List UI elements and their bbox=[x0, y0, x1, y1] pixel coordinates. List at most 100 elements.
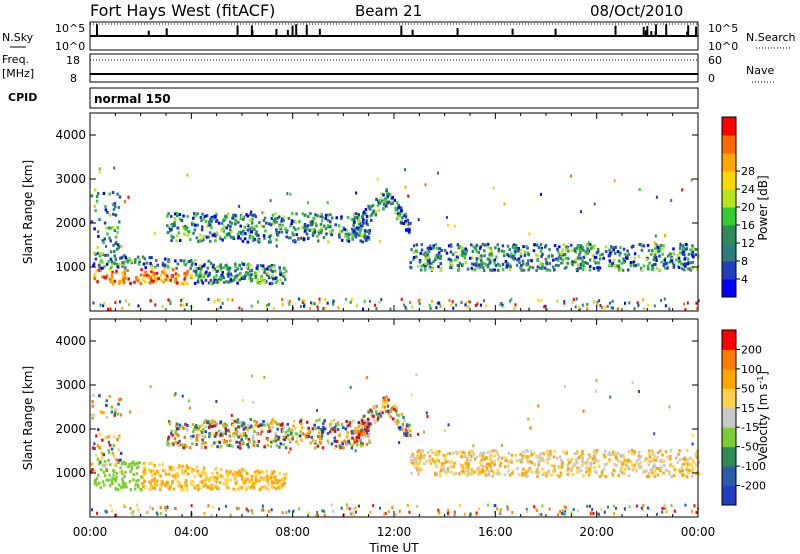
velocity-echo-cell bbox=[272, 485, 275, 489]
velocity-echo-cell bbox=[446, 467, 450, 471]
power-echo-cell bbox=[576, 256, 580, 260]
velocity-echo-cell bbox=[110, 410, 114, 414]
velocity-echo-cell bbox=[560, 465, 564, 469]
power-echo-cell bbox=[577, 266, 580, 270]
velocity-echo-cell bbox=[624, 461, 628, 465]
velocity-echo-cell bbox=[99, 460, 102, 464]
power-echo-cell bbox=[115, 240, 118, 244]
velocity-echo-cell bbox=[333, 427, 337, 431]
power-echo-cell bbox=[610, 245, 613, 249]
velocity-echo-cell bbox=[237, 435, 240, 439]
power-echo-cell bbox=[501, 267, 505, 271]
velocity-echo-cell bbox=[393, 407, 396, 411]
power-echo-cell bbox=[119, 256, 122, 260]
velocity-echo-cell bbox=[141, 485, 145, 489]
velocity-echo-cell bbox=[226, 472, 230, 476]
velocity-echo-cell bbox=[119, 466, 122, 470]
velocity-echo-cell bbox=[112, 469, 115, 473]
velocity-echo-cell bbox=[472, 452, 476, 456]
power-echo-cell bbox=[102, 241, 105, 245]
power-echo-cell bbox=[94, 252, 97, 256]
velocity-echo-cell bbox=[125, 485, 128, 489]
power-echo-cell bbox=[512, 257, 515, 261]
velocity-echo-cell bbox=[241, 440, 245, 444]
power-echo-cell bbox=[405, 213, 409, 217]
velocity-echo-cell bbox=[350, 431, 354, 435]
velocity-echo-cell bbox=[132, 472, 136, 476]
velocity-echo-cell bbox=[152, 479, 156, 483]
velocity-echo-cell bbox=[279, 484, 282, 488]
power-echo-cell bbox=[347, 232, 350, 236]
power-echo-cell bbox=[130, 261, 134, 265]
power-echo-cell bbox=[256, 264, 259, 268]
velocity-echo-cell bbox=[208, 432, 211, 436]
power-echo-cell bbox=[633, 307, 636, 311]
velocity-echo-cell bbox=[186, 428, 189, 432]
velocity-echo-cell bbox=[351, 443, 354, 447]
velocity-colorbar-swatch bbox=[722, 349, 736, 370]
power-echo-cell bbox=[271, 270, 274, 274]
velocity-echo-cell bbox=[216, 471, 219, 475]
velocity-echo-cell bbox=[637, 454, 641, 458]
velocity-echo-cell bbox=[138, 461, 141, 465]
velocity-echo-cell bbox=[202, 469, 205, 473]
power-echo-cell bbox=[352, 214, 356, 218]
power-echo-cell bbox=[113, 166, 116, 170]
velocity-echo-cell bbox=[266, 438, 270, 442]
power-echo-cell bbox=[558, 245, 561, 249]
power-echo-cell bbox=[192, 269, 196, 273]
velocity-echo-cell bbox=[391, 506, 394, 510]
power-echo-cell bbox=[642, 244, 645, 248]
velocity-echo-cell bbox=[496, 472, 499, 476]
power-echo-cell bbox=[367, 204, 370, 208]
velocity-echo-cell bbox=[450, 460, 453, 464]
velocity-echo-cell bbox=[208, 485, 211, 489]
velocity-echo-cell bbox=[369, 510, 372, 514]
power-echo-cell bbox=[216, 269, 220, 273]
velocity-echo-cell bbox=[232, 487, 236, 491]
velocity-echo-cell bbox=[175, 424, 178, 428]
velocity-echo-cell bbox=[395, 409, 398, 413]
power-echo-cell bbox=[663, 262, 666, 266]
velocity-echo-cell bbox=[600, 507, 603, 511]
power-echo-cell bbox=[186, 233, 190, 237]
power-echo-cell bbox=[229, 224, 232, 228]
power-echo-cell bbox=[139, 273, 143, 277]
velocity-echo-cell bbox=[190, 504, 193, 508]
power-echo-cell bbox=[190, 258, 193, 262]
velocity-echo-cell bbox=[673, 509, 676, 513]
power-echo-cell bbox=[401, 212, 404, 216]
velocity-echo-cell bbox=[491, 470, 495, 474]
velocity-echo-cell bbox=[647, 472, 651, 476]
velocity-echo-cell bbox=[594, 456, 597, 460]
power-echo-cell bbox=[686, 301, 689, 305]
power-echo-cell bbox=[248, 227, 252, 231]
velocity-echo-cell bbox=[431, 457, 434, 461]
velocity-echo-cell bbox=[581, 458, 584, 462]
power-echo-cell bbox=[638, 188, 641, 192]
power-echo-cell bbox=[602, 256, 605, 260]
power-echo-cell bbox=[365, 238, 368, 242]
velocity-echo-cell bbox=[490, 469, 493, 473]
power-echo-cell bbox=[212, 280, 216, 284]
power-echo-cell bbox=[153, 266, 157, 270]
velocity-echo-cell bbox=[229, 478, 232, 482]
power-echo-cell bbox=[352, 229, 355, 233]
power-echo-cell bbox=[319, 214, 322, 218]
power-echo-cell bbox=[571, 260, 574, 264]
velocity-echo-cell bbox=[366, 434, 370, 438]
power-echo-cell bbox=[250, 221, 254, 225]
power-echo-cell bbox=[629, 263, 632, 267]
velocity-echo-cell bbox=[131, 460, 135, 464]
power-echo-cell bbox=[540, 254, 543, 258]
power-echo-cell bbox=[217, 278, 221, 282]
power-echo-cell bbox=[437, 251, 441, 255]
power-echo-cell bbox=[117, 262, 121, 266]
velocity-echo-cell bbox=[579, 456, 582, 460]
power-echo-cell bbox=[245, 213, 248, 217]
velocity-echo-cell bbox=[270, 508, 273, 512]
power-echo-cell bbox=[346, 215, 350, 219]
velocity-echo-cell bbox=[610, 471, 614, 475]
power-echo-cell bbox=[380, 199, 384, 203]
power-echo-cell bbox=[655, 266, 659, 270]
